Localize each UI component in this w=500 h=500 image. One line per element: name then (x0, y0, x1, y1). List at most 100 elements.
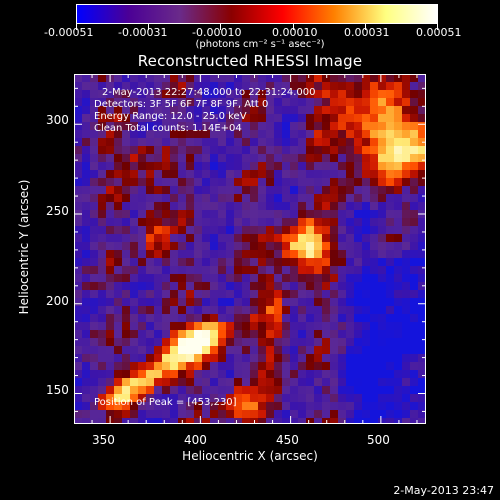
image-pixel (234, 146, 243, 155)
image-pixel (402, 226, 411, 235)
image-pixel (146, 138, 155, 147)
image-pixel (386, 82, 395, 91)
image-pixel (370, 274, 379, 283)
image-pixel (154, 402, 163, 411)
image-pixel (114, 258, 123, 267)
image-pixel (266, 378, 275, 387)
image-pixel (354, 346, 363, 355)
image-pixel (194, 90, 203, 99)
image-pixel (106, 170, 115, 179)
image-pixel (314, 82, 323, 91)
image-pixel (410, 274, 419, 283)
image-pixel (122, 274, 131, 283)
image-pixel (234, 378, 243, 387)
image-pixel (370, 162, 379, 171)
image-pixel (90, 282, 99, 291)
image-pixel (338, 242, 347, 251)
image-pixel (298, 194, 307, 203)
image-pixel (258, 74, 267, 83)
image-pixel (274, 378, 283, 387)
image-pixel (418, 266, 426, 275)
image-pixel (122, 138, 131, 147)
image-pixel (386, 154, 395, 163)
image-pixel (362, 282, 371, 291)
image-pixel (370, 370, 379, 379)
image-pixel (74, 162, 83, 171)
image-pixel (106, 274, 115, 283)
image-pixel (226, 282, 235, 291)
image-pixel (186, 402, 195, 411)
image-pixel (242, 322, 251, 331)
image-pixel (138, 178, 147, 187)
image-pixel (282, 346, 291, 355)
image-pixel (194, 346, 203, 355)
image-pixel (418, 330, 426, 339)
image-pixel (210, 378, 219, 387)
image-pixel (410, 338, 419, 347)
image-pixel (122, 202, 131, 211)
image-pixel (354, 250, 363, 259)
y-axis-label: Heliocentric Y (arcsec) (17, 179, 31, 315)
image-pixel (194, 194, 203, 203)
image-pixel (146, 314, 155, 323)
image-pixel (362, 170, 371, 179)
image-pixel (378, 266, 387, 275)
image-pixel (258, 410, 267, 419)
image-pixel (298, 402, 307, 411)
image-pixel (218, 258, 227, 267)
image-pixel (290, 218, 299, 227)
image-pixel (290, 346, 299, 355)
image-pixel (154, 74, 163, 83)
image-pixel (178, 162, 187, 171)
image-pixel (338, 258, 347, 267)
image-pixel (186, 154, 195, 163)
image-pixel (362, 218, 371, 227)
image-pixel (410, 290, 419, 299)
image-pixel (242, 250, 251, 259)
image-pixel (330, 370, 339, 379)
image-pixel (250, 362, 259, 371)
image-pixel (266, 386, 275, 395)
image-pixel (114, 322, 123, 331)
image-pixel (402, 154, 411, 163)
image-pixel (122, 386, 131, 395)
image-pixel (250, 234, 259, 243)
image-pixel (234, 418, 243, 424)
image-pixel (354, 314, 363, 323)
image-pixel (250, 274, 259, 283)
image-pixel (122, 266, 131, 275)
image-pixel (218, 410, 227, 419)
image-pixel (298, 378, 307, 387)
image-pixel (82, 314, 91, 323)
image-pixel (338, 402, 347, 411)
image-pixel (410, 362, 419, 371)
image-pixel (218, 90, 227, 99)
image-pixel (298, 250, 307, 259)
image-pixel (290, 370, 299, 379)
image-pixel (202, 418, 211, 424)
image-pixel (146, 250, 155, 259)
image-pixel (82, 250, 91, 259)
image-pixel (370, 186, 379, 195)
image-pixel (146, 282, 155, 291)
image-pixel (194, 290, 203, 299)
image-pixel (130, 74, 139, 83)
image-pixel (346, 186, 355, 195)
image-pixel (322, 178, 331, 187)
image-pixel (266, 90, 275, 99)
image-pixel (314, 322, 323, 331)
image-pixel (330, 98, 339, 107)
image-pixel (90, 258, 99, 267)
image-pixel (90, 186, 99, 195)
image-pixel (378, 138, 387, 147)
image-pixel (146, 170, 155, 179)
image-pixel (90, 178, 99, 187)
image-pixel (314, 418, 323, 424)
image-pixel (114, 202, 123, 211)
image-pixel (314, 74, 323, 83)
image-pixel (98, 322, 107, 331)
image-pixel (306, 242, 315, 251)
image-pixel (218, 266, 227, 275)
image-pixel (258, 154, 267, 163)
image-pixel (186, 162, 195, 171)
